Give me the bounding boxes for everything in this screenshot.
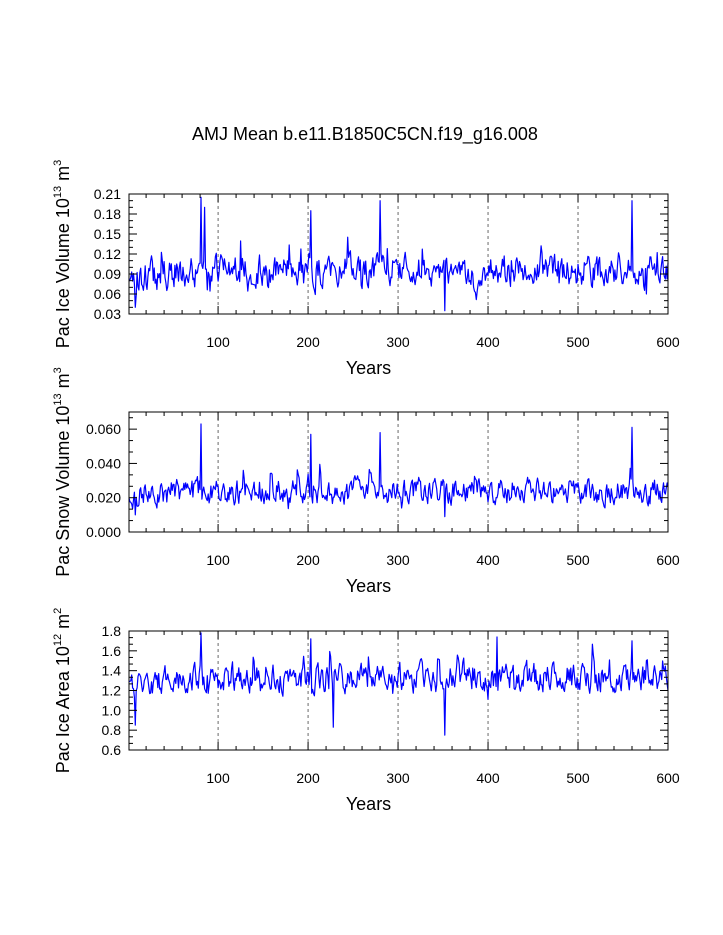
series-line-ice-volume xyxy=(128,196,669,312)
y-tick-label: 1.0 xyxy=(102,702,122,718)
x-tick-label: 400 xyxy=(476,770,500,786)
plot-frame-ice-volume xyxy=(128,193,669,315)
y-tick-label: 1.8 xyxy=(102,623,122,639)
y-tick-label: 0.060 xyxy=(86,421,121,437)
y-tick-label: 0.020 xyxy=(86,490,121,506)
x-axis-label: Years xyxy=(346,794,391,814)
x-axis-label: Years xyxy=(346,358,391,378)
x-tick-label: 600 xyxy=(656,334,680,350)
y-axis-label: Pac Ice Volume 1013 m3 xyxy=(52,160,73,348)
x-tick-label: 200 xyxy=(296,552,320,568)
x-tick-label: 200 xyxy=(296,334,320,350)
y-tick-label: 1.2 xyxy=(102,683,122,699)
x-tick-label: 500 xyxy=(566,334,590,350)
y-tick-label: 0.12 xyxy=(94,246,121,262)
plot-frame-snow-volume xyxy=(128,411,669,533)
y-label-part-ylabel-unit: m xyxy=(53,373,73,393)
x-tick-label: 100 xyxy=(206,770,230,786)
series-line-ice-area xyxy=(128,632,669,736)
x-tick-label: 400 xyxy=(476,552,500,568)
y-tick-label: 0.040 xyxy=(86,455,121,471)
series-line-snow-volume xyxy=(128,423,669,518)
panel-snow-volume: 100 200 300 400 500 600 0.000 0.020 0.040 0.060 Ye… xyxy=(52,367,680,596)
y-axis-label: Pac Ice Area 1012 m2 xyxy=(52,608,73,773)
y-tick-label: 0.18 xyxy=(94,206,121,222)
y-label-part-ylabel-unit-exp: 2 xyxy=(52,608,64,614)
y-label-part-ylabel-unit-exp: 3 xyxy=(52,160,64,166)
y-tick-label: 0.09 xyxy=(94,266,121,282)
y-label-part-ylabel-unit: m xyxy=(53,166,73,186)
y-label-part-ylabel-exp: 13 xyxy=(52,393,64,405)
x-tick-label: 500 xyxy=(566,552,590,568)
y-tick-label: 0.15 xyxy=(94,226,121,242)
y-tick-label: 0.06 xyxy=(94,286,121,302)
plot-frame-ice-area xyxy=(128,630,669,751)
panel-ice-volume: 100 200 300 400 500 600 0.03 0.06 0.09 0.12 0.15 0.… xyxy=(52,160,680,378)
x-tick-label: 600 xyxy=(656,770,680,786)
x-tick-label: 500 xyxy=(566,770,590,786)
x-tick-label: 300 xyxy=(386,770,410,786)
x-tick-label: 100 xyxy=(206,552,230,568)
y-label-part-ylabel-exp: 12 xyxy=(52,634,64,646)
x-axis-label: Years xyxy=(346,576,391,596)
x-tick-label: 400 xyxy=(476,334,500,350)
x-tick-label: 300 xyxy=(386,334,410,350)
y-tick-label: 0.000 xyxy=(86,524,121,540)
y-tick-label: 0.21 xyxy=(94,186,121,202)
y-label-part-ylabel-main: Pac Ice Area 10 xyxy=(53,646,73,773)
y-tick-label: 0.6 xyxy=(102,742,122,758)
y-label-part-ylabel-main: Pac Ice Volume 10 xyxy=(53,198,73,348)
y-tick-label: 1.6 xyxy=(102,643,122,659)
y-tick-label: 0.8 xyxy=(102,722,122,738)
y-label-part-ylabel-main: Pac Snow Volume 10 xyxy=(53,406,73,577)
x-tick-label: 300 xyxy=(386,552,410,568)
x-tick-label: 100 xyxy=(206,334,230,350)
x-tick-label: 200 xyxy=(296,770,320,786)
panels-group: 100 200 300 400 500 600 0.03 0.06 0.09 0.12 0.15 0.… xyxy=(52,160,680,814)
y-label-part-ylabel-unit: m xyxy=(53,614,73,634)
y-label-part-ylabel-exp: 13 xyxy=(52,186,64,198)
y-tick-label: 1.4 xyxy=(102,663,122,679)
y-label-part-ylabel-unit-exp: 3 xyxy=(52,367,64,373)
chart-title: AMJ Mean b.e11.B1850C5CN.f19_g16.008 xyxy=(192,124,538,145)
y-axis-label: Pac Snow Volume 1013 m3 xyxy=(52,367,73,576)
x-tick-label: 600 xyxy=(656,552,680,568)
y-tick-label: 0.03 xyxy=(94,306,121,322)
panel-ice-area: 100 200 300 400 500 600 0.6 0.8 1.0 1.2 1.4 1.6 1.8 Y… xyxy=(52,608,680,814)
